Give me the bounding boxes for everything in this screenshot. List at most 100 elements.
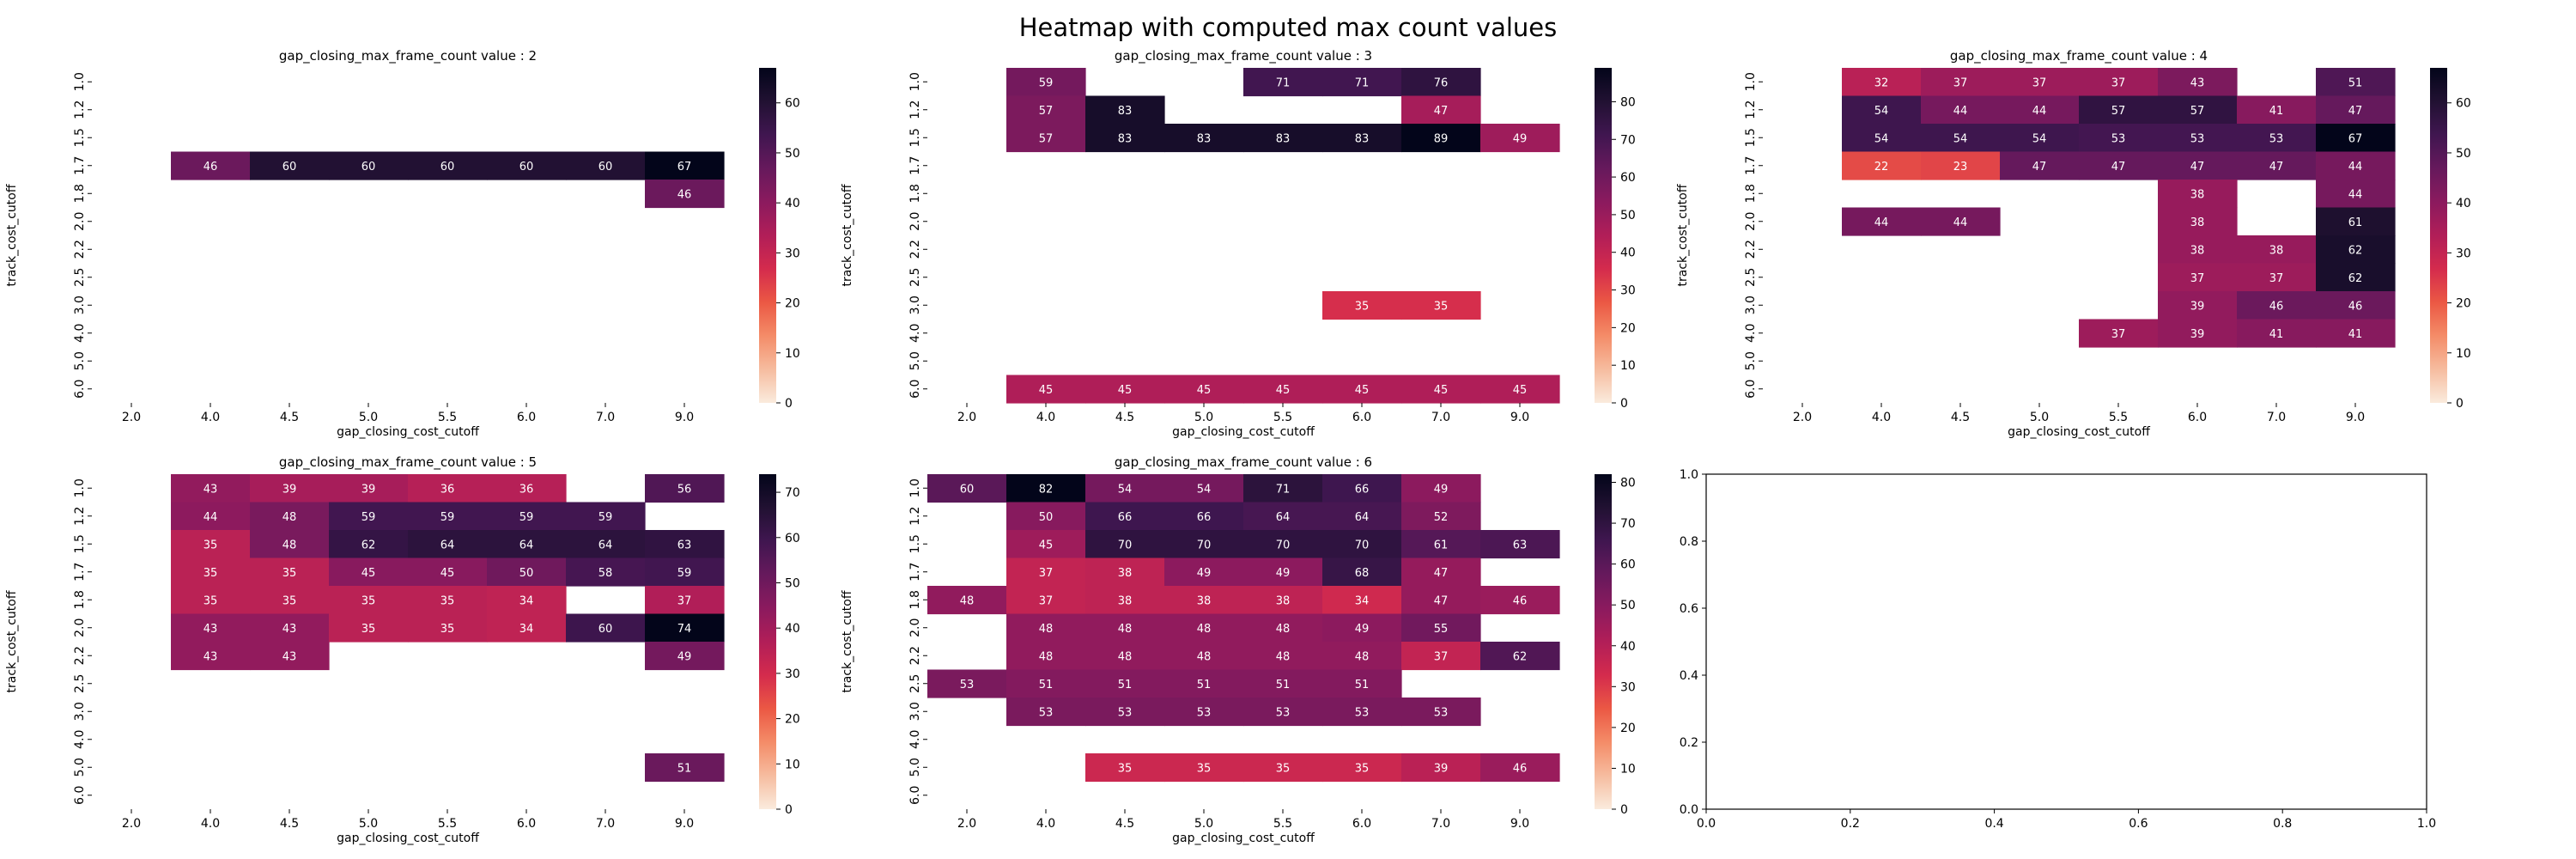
heatmap-cell — [1322, 530, 1402, 559]
cell-value-label: 39 — [361, 483, 376, 496]
heatmap-cell — [1085, 474, 1165, 503]
heatmap-cell — [1164, 530, 1244, 559]
y-tick-label: 1.7 — [908, 156, 922, 175]
cell-value-label: 35 — [361, 623, 376, 636]
y-tick-label: 1.5 — [908, 534, 922, 553]
cell-value-label: 37 — [2269, 272, 2284, 285]
heatmap-cell — [2158, 124, 2238, 153]
heatmap-cell — [2158, 235, 2238, 265]
cell-value-label: 47 — [1434, 567, 1449, 580]
chart-panel-3: gap_closing_max_frame_count value : 4 32 3… — [1676, 48, 2471, 439]
heatmap-cell — [1921, 124, 2001, 153]
heatmap-cell — [2237, 95, 2317, 125]
x-tick-label: 4.5 — [1115, 817, 1134, 831]
colorbar — [1595, 474, 1612, 809]
cell-value-label: 41 — [2269, 105, 2284, 118]
cell-value-label: 45 — [1039, 384, 1054, 397]
heatmap-title: gap_closing_max_frame_count value : 6 — [1115, 454, 1372, 471]
heatmap-cell — [1006, 375, 1086, 404]
cell-value-label: 39 — [1434, 762, 1449, 775]
heatmap-cell — [1842, 124, 1922, 153]
cell-value-label: 44 — [1953, 216, 1968, 229]
colorbar-tick-label: 0 — [2456, 397, 2464, 411]
heatmap-cell — [1322, 669, 1402, 698]
colorbar-tick-label: 70 — [1620, 133, 1636, 147]
heatmap-cell — [2316, 68, 2396, 97]
cell-value-label: 46 — [2269, 300, 2284, 313]
heatmap-cell — [1006, 557, 1086, 587]
heatmap-cell — [171, 557, 251, 587]
heatmap-cell — [1401, 375, 1481, 404]
heatmap-cell — [1322, 124, 1402, 153]
heatmap-cell — [1006, 124, 1086, 153]
x-tick-label: 2.0 — [1793, 411, 1812, 424]
cell-value-label: 83 — [1118, 105, 1133, 118]
cell-value-label: 66 — [1355, 483, 1370, 496]
y-tick-label: 1.2 — [908, 507, 922, 526]
heatmap-cell — [1243, 375, 1323, 404]
cell-value-label: 58 — [598, 567, 613, 580]
heatmap-cell — [2237, 124, 2317, 153]
cell-value-label: 35 — [204, 594, 218, 607]
heatmap-cell — [2316, 235, 2396, 265]
cell-value-label: 53 — [1197, 706, 1212, 719]
colorbar-tick-label: 20 — [785, 297, 800, 311]
x-tick-label: 2.0 — [957, 411, 976, 424]
cell-value-label: 59 — [1039, 76, 1054, 89]
cell-value-label: 53 — [2111, 132, 2126, 145]
heatmap-cell — [1085, 375, 1165, 404]
heatmap-cell — [1921, 68, 2001, 97]
heatmap-cell — [1322, 474, 1402, 503]
heatmap-cell — [329, 557, 409, 587]
colorbar-tick-label: 10 — [785, 347, 800, 361]
colorbar-tick-label: 20 — [1620, 321, 1636, 335]
heatmap-cell — [1164, 375, 1244, 404]
heatmap-cell — [2158, 319, 2238, 348]
heatmap-cell — [408, 557, 488, 587]
cell-value-label: 76 — [1434, 76, 1449, 89]
cell-value-label: 67 — [2348, 132, 2363, 145]
heatmap-cell — [645, 586, 725, 615]
colorbar — [759, 68, 776, 403]
cell-value-label: 51 — [677, 762, 692, 775]
heatmap-cell — [1006, 68, 1086, 97]
colorbar-tick-label: 40 — [1620, 640, 1636, 654]
cell-value-label: 37 — [2032, 76, 2047, 89]
heatmap-cell — [1401, 95, 1481, 125]
x-tick-label: 0.4 — [1984, 817, 2003, 831]
heatmap-cell — [2000, 95, 2080, 125]
heatmap-cell — [1164, 669, 1244, 698]
heatmap-cell — [1243, 530, 1323, 559]
x-tick-label: 7.0 — [596, 817, 615, 831]
x-tick-label: 6.0 — [2188, 411, 2207, 424]
colorbar-tick-label: 50 — [785, 147, 800, 161]
y-tick-label: 1.0 — [73, 72, 87, 91]
y-tick-label: 1.2 — [73, 507, 87, 526]
y-tick-label: 1.5 — [73, 534, 87, 553]
heatmap-cell — [2158, 95, 2238, 125]
heatmap-cell — [1480, 375, 1560, 404]
cell-value-label: 60 — [440, 161, 455, 174]
cell-value-label: 59 — [440, 511, 455, 524]
heatmap-cell — [408, 151, 488, 180]
heatmap-cell — [171, 502, 251, 531]
y-tick-label: 4.0 — [1744, 324, 1758, 343]
cell-value-label: 51 — [1355, 679, 1370, 691]
cell-value-label: 45 — [361, 567, 376, 580]
cell-value-label: 59 — [519, 511, 534, 524]
cell-value-label: 48 — [1039, 650, 1054, 663]
heatmap-cell — [408, 474, 488, 503]
y-tick-label: 2.5 — [73, 268, 87, 287]
cell-value-label: 62 — [1513, 650, 1528, 663]
cell-value-label: 34 — [1355, 594, 1370, 607]
cell-value-label: 47 — [2190, 161, 2205, 174]
cell-value-label: 89 — [1434, 132, 1449, 145]
y-tick-label: 2.5 — [1744, 268, 1758, 287]
heatmap-cell — [329, 151, 409, 180]
x-tick-label: 0.0 — [1697, 817, 1716, 831]
heatmap-cell — [1164, 502, 1244, 531]
heatmap-cell — [487, 151, 567, 180]
x-tick-label: 7.0 — [1431, 411, 1450, 424]
y-tick-label: 5.0 — [908, 758, 922, 777]
x-tick-label: 4.0 — [1872, 411, 1891, 424]
